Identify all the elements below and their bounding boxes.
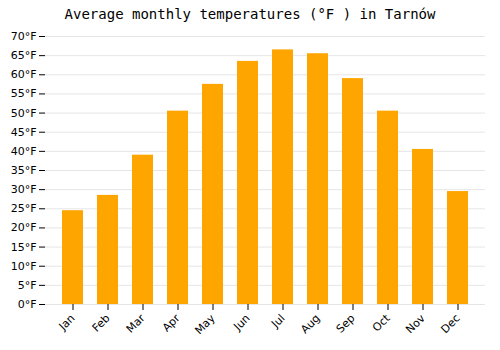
svg-text:Apr: Apr [160, 311, 183, 334]
svg-text:Jun: Jun [231, 312, 253, 334]
svg-text:45°F: 45°F [11, 126, 37, 139]
svg-text:Nov: Nov [403, 311, 428, 336]
svg-text:40°F: 40°F [11, 145, 37, 158]
svg-text:Feb: Feb [90, 312, 113, 335]
svg-text:Sep: Sep [334, 312, 358, 336]
svg-text:5°F: 5°F [18, 279, 37, 292]
svg-text:25°F: 25°F [11, 202, 37, 215]
svg-text:55°F: 55°F [11, 87, 37, 100]
svg-text:Jul: Jul [268, 312, 287, 331]
svg-text:Jan: Jan [56, 312, 78, 334]
svg-text:Dec: Dec [438, 312, 462, 336]
svg-text:0°F: 0°F [18, 298, 37, 311]
svg-text:30°F: 30°F [11, 183, 37, 196]
svg-text:20°F: 20°F [11, 221, 37, 234]
svg-text:10°F: 10°F [11, 260, 37, 273]
svg-text:70°F: 70°F [11, 30, 37, 43]
svg-text:May: May [192, 311, 218, 337]
svg-text:15°F: 15°F [11, 241, 37, 254]
svg-text:35°F: 35°F [11, 164, 37, 177]
svg-text:60°F: 60°F [11, 68, 37, 81]
svg-text:50°F: 50°F [11, 107, 37, 120]
svg-text:Aug: Aug [298, 312, 322, 336]
svg-text:Oct: Oct [370, 311, 393, 334]
svg-text:Mar: Mar [124, 311, 148, 335]
svg-text:65°F: 65°F [11, 49, 37, 62]
html-text:Average monthly temperatures (: Average monthly temperatures (°F ) in Ta… [64, 6, 436, 22]
